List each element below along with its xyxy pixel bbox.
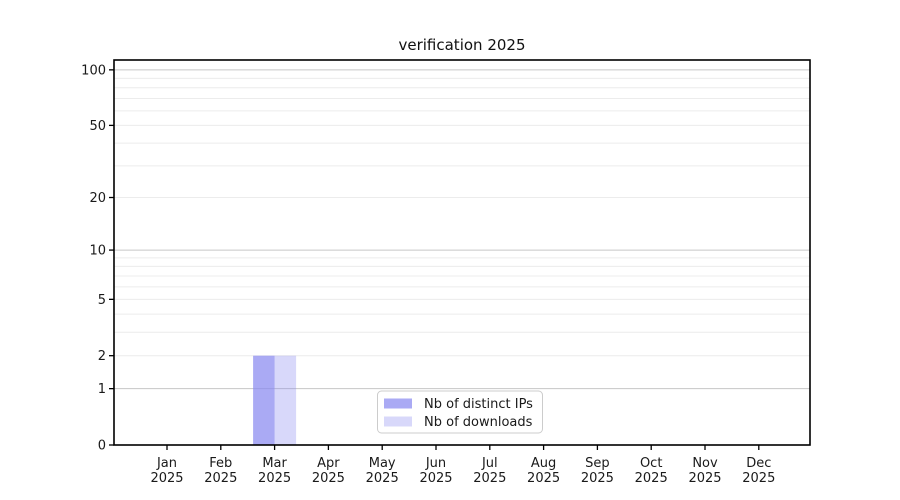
x-tick-label-month: May	[369, 456, 396, 471]
x-tick-label-year: 2025	[366, 471, 399, 486]
y-tick-label: 20	[89, 191, 106, 206]
x-tick-label-year: 2025	[258, 471, 291, 486]
y-tick-label: 5	[98, 293, 106, 308]
x-tick-label-year: 2025	[581, 471, 614, 486]
x-tick-label-month: Jul	[481, 456, 498, 471]
x-tick-label-year: 2025	[204, 471, 237, 486]
legend-box	[377, 390, 543, 434]
x-tick-label-year: 2025	[688, 471, 721, 486]
legend-swatch-nb-of-distinct-ips	[384, 398, 412, 409]
x-tick-label-month: Jan	[156, 456, 177, 471]
plot-border	[113, 59, 811, 446]
x-tick-label-month: Nov	[692, 456, 718, 471]
x-tick-label-month: Jun	[425, 456, 446, 471]
x-tick-label-year: 2025	[635, 471, 668, 486]
x-tick-label-month: Oct	[640, 456, 662, 471]
x-tick-label-month: Apr	[317, 456, 340, 471]
legend-swatch-nb-of-downloads	[384, 416, 412, 427]
y-tick-label: 0	[98, 439, 106, 454]
y-tick-label: 2	[98, 349, 106, 364]
y-tick-label: 100	[81, 63, 106, 78]
legend-label-nb-of-downloads: Nb of downloads	[424, 415, 533, 430]
y-tick-label: 1	[98, 382, 106, 397]
x-tick-label-year: 2025	[312, 471, 345, 486]
chart-title: verification 2025	[398, 36, 526, 54]
bar-nb-of-distinct-ips	[253, 355, 275, 445]
x-tick-label-month: Dec	[746, 456, 771, 471]
x-tick-label-month: Aug	[531, 456, 556, 471]
x-tick-label-month: Sep	[585, 456, 610, 471]
x-tick-label-year: 2025	[527, 471, 560, 486]
x-tick-label-month: Mar	[262, 456, 287, 471]
x-tick-label-year: 2025	[150, 471, 183, 486]
x-tick-label-month: Feb	[209, 456, 232, 471]
y-tick-label: 10	[89, 244, 106, 259]
x-tick-label-year: 2025	[742, 471, 775, 486]
x-tick-label-year: 2025	[473, 471, 506, 486]
y-tick-label: 50	[89, 119, 106, 134]
legend-label-nb-of-distinct-ips: Nb of distinct IPs	[424, 397, 533, 412]
x-tick-label-year: 2025	[419, 471, 452, 486]
bar-nb-of-downloads	[274, 355, 297, 445]
